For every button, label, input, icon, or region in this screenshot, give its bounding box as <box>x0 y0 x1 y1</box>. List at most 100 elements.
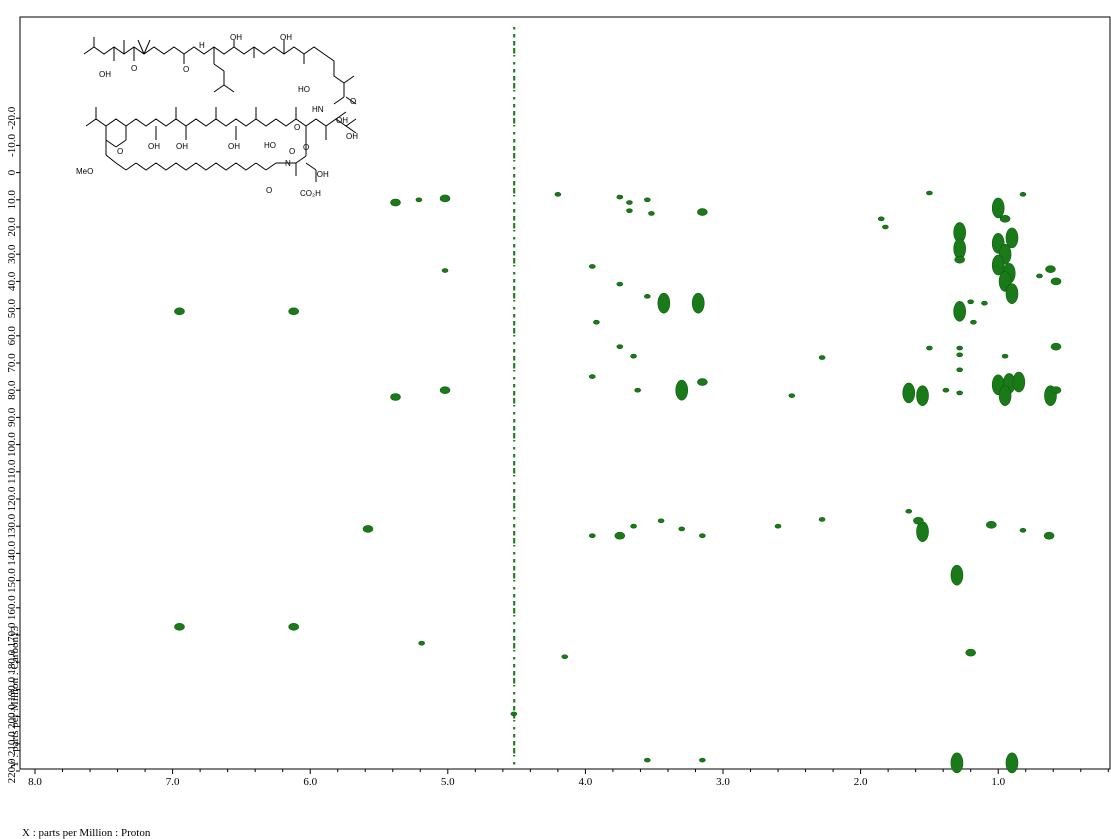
cross-peak <box>956 367 963 373</box>
noise-dot <box>513 587 515 590</box>
cross-peak <box>1019 527 1027 533</box>
x-axis: 8.0 7.0 6.0 5.0 4.0 3.0 2.0 1.0 <box>28 769 1109 788</box>
cross-peak <box>593 319 600 325</box>
struct-oh-5: OH <box>148 142 160 151</box>
cross-peak <box>991 197 1005 219</box>
noise-dot <box>513 195 515 197</box>
cross-peak <box>644 757 651 763</box>
cross-peak <box>926 345 933 351</box>
noise-dot <box>513 531 515 536</box>
noise-dot <box>513 692 515 695</box>
cross-peak <box>441 268 449 273</box>
noise-dot <box>513 111 515 116</box>
struct-oh-8: OH <box>336 116 348 125</box>
cross-peak <box>970 319 977 325</box>
y-tick-label: 120.0 <box>6 486 18 511</box>
cross-peak <box>644 197 651 203</box>
noise-dot <box>513 237 515 240</box>
cross-peak <box>1050 277 1062 286</box>
noise-dot <box>513 328 515 334</box>
cross-peak <box>882 224 889 230</box>
y-tick-label: 20.0 <box>6 217 18 237</box>
cross-peak <box>956 345 963 351</box>
noise-dot <box>513 517 515 520</box>
noise-dot <box>513 608 515 614</box>
noise-dot <box>513 363 515 369</box>
y-axis-title: Y : parts per Million : Carbon13 <box>9 626 21 768</box>
noise-dot <box>513 412 515 415</box>
noise-dot <box>513 699 515 703</box>
noise-dot <box>513 321 515 326</box>
cross-peak <box>818 355 826 360</box>
noise-dot <box>513 272 515 275</box>
struct-oh-6: OH <box>176 142 188 151</box>
y-tick-label: 90.0 <box>6 407 18 427</box>
noise-dot <box>513 216 515 221</box>
y-tick-label: 190.0 <box>6 677 18 702</box>
noise-dot <box>513 27 515 30</box>
struct-o-3: O <box>350 97 356 106</box>
y-tick-label: 150.0 <box>6 568 18 593</box>
cross-peak <box>648 211 655 216</box>
struct-o-6: O <box>303 143 309 152</box>
noise-dot <box>513 300 515 302</box>
noise-dot <box>513 461 515 466</box>
y-tick-label: 0 <box>6 169 18 175</box>
x-tick-label: 7.0 <box>166 776 180 788</box>
struct-oh-1: OH <box>99 70 111 79</box>
noise-dot <box>513 202 515 205</box>
noise-dot <box>513 90 515 92</box>
noise-dot <box>513 314 515 318</box>
noise-dot <box>513 48 515 54</box>
noise-dot <box>513 594 515 598</box>
noise-dot <box>513 209 515 213</box>
cross-peak <box>981 300 988 306</box>
struct-o-5: O <box>294 123 300 132</box>
noise-dot <box>513 405 515 407</box>
cross-peak <box>942 387 950 393</box>
cross-peak <box>630 523 637 529</box>
cross-peak <box>588 533 596 539</box>
struct-o-1: O <box>131 64 137 73</box>
noise-dot <box>513 573 515 579</box>
cross-peak <box>510 711 518 717</box>
cross-peak <box>1050 342 1062 351</box>
noise-dot <box>513 384 515 388</box>
y-tick-label: 130.0 <box>6 513 18 538</box>
noise-dot <box>513 678 515 684</box>
noise-dot <box>513 342 515 345</box>
cross-peak <box>439 386 451 395</box>
cross-peak <box>616 281 624 287</box>
noise-dot <box>513 97 515 100</box>
noise-dot <box>513 34 515 38</box>
cross-peak <box>634 387 641 393</box>
y-tick-label: 10.0 <box>6 190 18 210</box>
noise-dot <box>513 566 515 571</box>
cross-peak <box>288 623 299 631</box>
y-tick-label: -10.0 <box>6 133 18 156</box>
noise-dot <box>513 286 515 291</box>
x-tick-label: 2.0 <box>854 776 868 788</box>
struct-meo: MeO <box>76 167 93 176</box>
cross-peak <box>926 190 933 196</box>
noise-dot <box>513 41 515 46</box>
noise-dot <box>513 251 515 256</box>
noise-dot <box>513 398 515 404</box>
noise-dot <box>513 447 515 450</box>
cross-peak <box>1001 353 1009 359</box>
cross-peak <box>174 623 185 631</box>
noise-dot <box>513 230 515 232</box>
cross-peak <box>956 390 963 396</box>
y-tick-label: 100.0 <box>6 432 18 457</box>
noise-dot <box>513 265 515 267</box>
cross-peak <box>415 197 423 203</box>
cross-peak <box>905 508 913 514</box>
noise-dot <box>513 335 515 337</box>
cross-peak <box>626 200 633 205</box>
x-tick-label: 5.0 <box>441 776 455 788</box>
noise-dot <box>513 489 515 493</box>
noise-dot <box>513 762 515 765</box>
cross-peak <box>174 307 185 316</box>
noise-dot <box>513 559 515 563</box>
